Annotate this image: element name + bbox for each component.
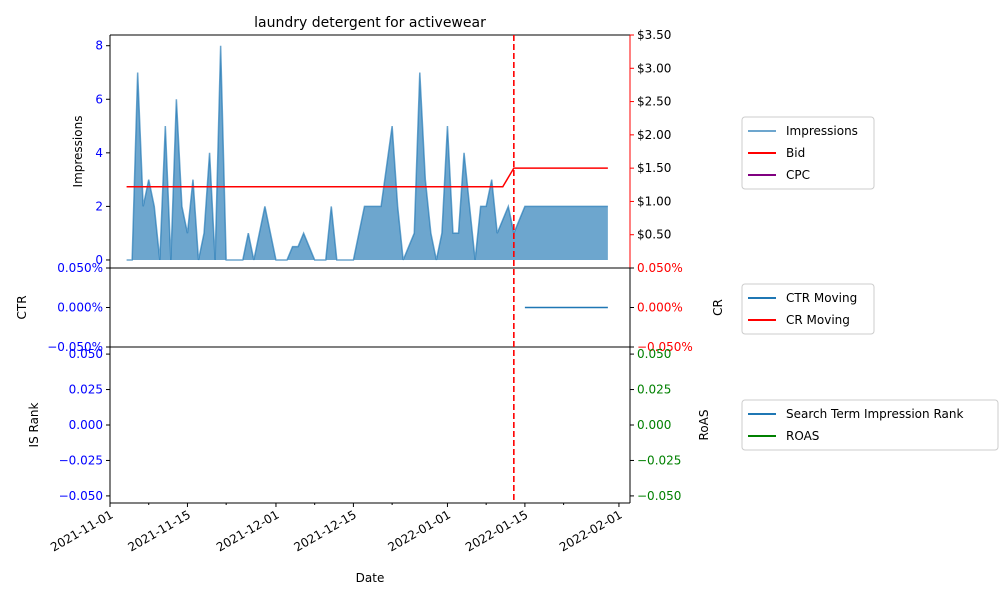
legend-bottom: Search Term Impression Rank ROAS — [741, 399, 999, 451]
y-tick-label-left: 0.000% — [57, 301, 103, 315]
y-tick-label-right: $3.50 — [637, 28, 671, 42]
bid-line — [126, 167, 608, 188]
y-tick-label-left: 0.000 — [69, 418, 103, 432]
y-tick-label-left: −0.025 — [59, 453, 103, 467]
y-axis-label-ctr: CTR — [15, 295, 29, 319]
x-tick-label: 2021-11-01 — [48, 507, 115, 554]
panel-rank-roas: −0.050 −0.050 −0.025 −0.025 0.000 0.000 0.025 0… — [27, 346, 711, 504]
y-tick-label-right: $0.50 — [637, 228, 671, 242]
y-tick-label-right: $1.50 — [637, 161, 671, 175]
y-tick-label-right: −0.025 — [637, 453, 681, 467]
legend-label: CPC — [786, 168, 810, 182]
y-tick-label-left: −0.050% — [47, 340, 103, 354]
legend-top: Impressions Bid CPC — [741, 116, 875, 190]
x-tick-label: 2022-01-15 — [463, 507, 530, 554]
x-tick-label: 2021-11-15 — [126, 507, 193, 554]
legend-box — [741, 399, 999, 451]
y-tick-label-right: 0.000% — [637, 301, 683, 315]
chart-title: laundry detergent for activewear — [254, 15, 486, 31]
legends: Impressions Bid CPC CTR Moving CR Moving Sear… — [741, 116, 999, 451]
legend-label: Impressions — [786, 124, 858, 138]
x-tick-label: 2021-12-15 — [291, 507, 358, 554]
y-axis-label-is-rank: IS Rank — [27, 402, 41, 447]
y-tick-label-right: $3.00 — [637, 61, 671, 75]
y-tick-label-right: $2.00 — [637, 128, 671, 142]
legend-box — [741, 283, 875, 335]
legend-label: Bid — [786, 146, 805, 160]
y-tick-label-left: 0.050% — [57, 261, 103, 275]
y-tick-label-right: $1.00 — [637, 194, 671, 208]
y-tick-label-right: $2.50 — [637, 95, 671, 109]
legend-label: CTR Moving — [786, 291, 857, 305]
y-tick-label-right: 0.050% — [637, 261, 683, 275]
legend-label: CR Moving — [786, 313, 850, 327]
y-tick-label-right: −0.050% — [637, 340, 693, 354]
legend-label: ROAS — [786, 429, 819, 443]
legend-label: Search Term Impression Rank — [786, 407, 963, 421]
y-tick-label-left: 2 — [95, 199, 103, 213]
panel-ctr-cr: −0.050% −0.050% 0.000% 0.000% 0.050% 0.050% CT… — [15, 261, 725, 354]
impressions-line — [126, 45, 608, 261]
y-tick-label-left: 0.025 — [69, 383, 103, 397]
x-tick-label: 2022-01-01 — [386, 507, 453, 554]
y-tick-label-right: −0.050 — [637, 489, 681, 503]
y-tick-label-left: −0.050 — [59, 489, 103, 503]
y-tick-label-right: 0.000 — [637, 418, 671, 432]
legend-box — [741, 116, 875, 190]
y-axis-label-roas: RoAS — [697, 410, 711, 441]
panel-impressions: 0 2 4 6 8 $0.50 $1.00 $1.50 $2.00 $2.50 $3.00 $3.50… — [71, 28, 671, 269]
x-tick-label: 2022-02-01 — [557, 507, 624, 554]
impressions-area — [126, 45, 608, 260]
y-tick-label-right: 0.025 — [637, 383, 671, 397]
y-tick-label-left: 0.050 — [69, 347, 103, 361]
y-tick-label-left: 8 — [95, 39, 103, 53]
x-axis-label: Date — [356, 571, 385, 585]
x-axis: 2021-11-01 2021-11-15 2021-12-01 2021-12-15… — [48, 35, 624, 554]
y-tick-label-right: 0.050 — [637, 347, 671, 361]
y-tick-label-left: 0 — [95, 253, 103, 267]
y-axis-label-impressions: Impressions — [71, 116, 85, 188]
x-tick-label: 2021-12-01 — [214, 507, 281, 554]
legend-middle: CTR Moving CR Moving — [741, 283, 875, 335]
y-tick-label-left: 4 — [95, 146, 103, 160]
y-tick-label-left: 6 — [95, 92, 103, 106]
y-axis-label-cr: CR — [711, 299, 725, 316]
